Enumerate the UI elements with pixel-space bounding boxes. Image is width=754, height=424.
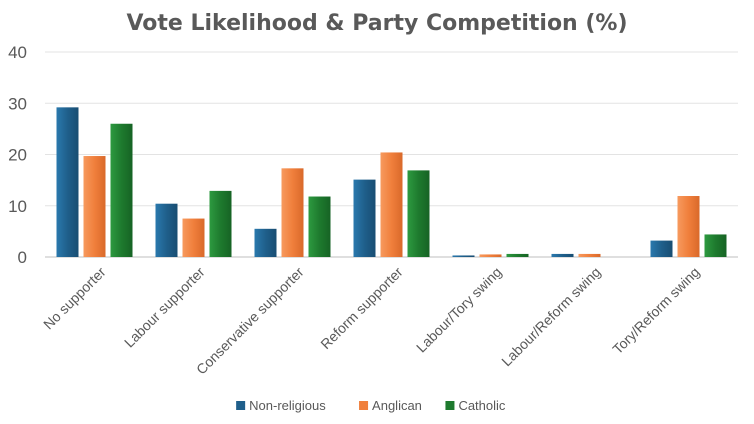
legend-swatch — [445, 401, 455, 410]
x-tick-label: No supporter — [40, 264, 109, 333]
x-tick-label: Reform supporter — [317, 264, 406, 353]
x-tick-label: Labour supporter — [121, 264, 208, 351]
bar-non-religious — [155, 203, 178, 257]
legend-label: Anglican — [372, 398, 422, 413]
bar-non-religious — [353, 179, 376, 257]
y-tick-label: 20 — [8, 146, 27, 165]
legend-swatch — [359, 401, 369, 410]
bar-anglican — [578, 253, 601, 257]
x-axis-labels: No supporter Labour supporterConservative… — [40, 264, 703, 378]
bar-non-religious — [254, 228, 277, 257]
y-axis-ticks: 0 10 20 30 40 — [8, 43, 27, 267]
bar-non-religious — [452, 255, 475, 257]
bar-anglican — [281, 168, 304, 257]
bar-catholic — [407, 170, 430, 257]
x-tick-label: Conservative supporter — [193, 264, 307, 378]
bar-non-religious — [56, 107, 79, 257]
legend-label: Non-religious — [249, 398, 326, 413]
legend: Non-religious Anglican Catholic — [236, 398, 506, 413]
bar-anglican — [380, 152, 403, 257]
y-tick-label: 40 — [8, 43, 27, 62]
legend-label: Catholic — [458, 398, 505, 413]
bars — [56, 107, 727, 257]
bar-catholic — [506, 253, 529, 257]
bar-catholic — [704, 234, 727, 257]
bar-anglican — [677, 196, 700, 257]
bar-catholic — [308, 196, 331, 257]
x-tick-label: Labour/Reform swing — [498, 264, 603, 369]
bar-anglican — [182, 218, 205, 257]
y-tick-label: 30 — [8, 94, 27, 113]
bar-non-religious — [551, 253, 574, 257]
legend-swatch — [236, 401, 246, 410]
y-tick-label: 0 — [18, 248, 27, 267]
bar-catholic — [209, 190, 232, 257]
x-tick-label: Tory/Reform swing — [609, 264, 702, 357]
bar-catholic — [110, 123, 133, 257]
bar-non-religious — [650, 240, 673, 257]
bar-anglican — [479, 254, 502, 257]
chart-title: Vote Likelihood & Party Competition (%) — [126, 11, 627, 36]
bar-anglican — [83, 156, 106, 257]
x-tick-label: Labour/Tory swing — [413, 264, 505, 356]
y-tick-label: 10 — [8, 197, 27, 216]
